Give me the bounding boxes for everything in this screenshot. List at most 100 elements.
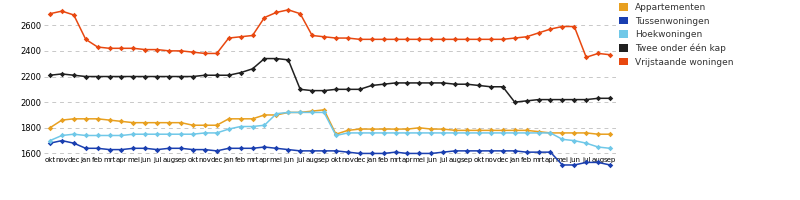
Tussenwoningen xyxy=(248,147,258,150)
Vrijstaande woningen xyxy=(558,25,567,28)
Appartementen xyxy=(236,118,246,120)
Hoekwoningen xyxy=(224,128,234,130)
Twee onder één kap xyxy=(390,82,400,84)
Appartementen xyxy=(81,118,90,120)
Hoekwoningen xyxy=(200,132,210,134)
Tussenwoningen xyxy=(510,150,519,152)
Appartementen xyxy=(260,114,270,116)
Twee onder één kap xyxy=(248,68,258,70)
Hoekwoningen xyxy=(522,132,531,134)
Appartementen xyxy=(141,121,150,124)
Appartementen xyxy=(153,121,162,124)
Appartementen xyxy=(510,129,519,132)
Vrijstaande woningen xyxy=(57,10,66,12)
Line: Twee onder één kap: Twee onder één kap xyxy=(48,57,612,104)
Tussenwoningen xyxy=(606,164,615,166)
Vrijstaande woningen xyxy=(224,37,234,39)
Appartementen xyxy=(594,133,603,135)
Appartementen xyxy=(295,111,305,114)
Vrijstaande woningen xyxy=(176,50,186,52)
Vrijstaande woningen xyxy=(426,38,436,41)
Twee onder één kap xyxy=(141,75,150,78)
Vrijstaande woningen xyxy=(379,38,389,41)
Appartementen xyxy=(402,128,412,130)
Hoekwoningen xyxy=(498,132,507,134)
Tussenwoningen xyxy=(141,147,150,150)
Vrijstaande woningen xyxy=(546,28,555,30)
Tussenwoningen xyxy=(153,148,162,151)
Line: Hoekwoningen: Hoekwoningen xyxy=(48,110,612,150)
Appartementen xyxy=(248,118,258,120)
Tussenwoningen xyxy=(295,150,305,152)
Vrijstaande woningen xyxy=(414,38,424,41)
Appartementen xyxy=(57,119,66,121)
Appartementen xyxy=(307,110,317,112)
Vrijstaande woningen xyxy=(141,48,150,51)
Twee onder één kap xyxy=(331,88,341,91)
Twee onder één kap xyxy=(606,97,615,100)
Twee onder één kap xyxy=(212,74,222,76)
Twee onder één kap xyxy=(474,84,484,87)
Twee onder één kap xyxy=(510,101,519,103)
Twee onder één kap xyxy=(367,84,377,87)
Appartementen xyxy=(462,129,472,132)
Hoekwoningen xyxy=(474,132,484,134)
Twee onder één kap xyxy=(498,86,507,88)
Appartementen xyxy=(45,127,54,129)
Vrijstaande woningen xyxy=(594,52,603,55)
Vrijstaande woningen xyxy=(450,38,460,41)
Appartementen xyxy=(355,128,365,130)
Vrijstaande woningen xyxy=(331,37,341,39)
Hoekwoningen xyxy=(57,134,66,137)
Vrijstaande woningen xyxy=(498,38,507,41)
Tussenwoningen xyxy=(355,152,365,155)
Twee onder één kap xyxy=(355,88,365,91)
Tussenwoningen xyxy=(307,150,317,152)
Twee onder één kap xyxy=(414,82,424,84)
Vrijstaande woningen xyxy=(212,52,222,55)
Tussenwoningen xyxy=(45,142,54,144)
Appartementen xyxy=(224,118,234,120)
Vrijstaande woningen xyxy=(129,47,138,50)
Hoekwoningen xyxy=(343,132,353,134)
Tussenwoningen xyxy=(402,152,412,155)
Hoekwoningen xyxy=(45,139,54,142)
Vrijstaande woningen xyxy=(283,9,293,11)
Vrijstaande woningen xyxy=(474,38,484,41)
Tussenwoningen xyxy=(176,147,186,150)
Twee onder één kap xyxy=(176,75,186,78)
Line: Appartementen: Appartementen xyxy=(48,108,612,136)
Hoekwoningen xyxy=(271,112,281,115)
Tussenwoningen xyxy=(331,150,341,152)
Hoekwoningen xyxy=(81,134,90,137)
Twee onder één kap xyxy=(534,98,543,101)
Appartementen xyxy=(212,124,222,126)
Tussenwoningen xyxy=(105,148,114,151)
Appartementen xyxy=(379,128,389,130)
Hoekwoningen xyxy=(176,133,186,135)
Appartementen xyxy=(283,111,293,114)
Appartementen xyxy=(522,129,531,132)
Vrijstaande woningen xyxy=(260,16,270,19)
Appartementen xyxy=(105,119,114,121)
Tussenwoningen xyxy=(390,151,400,153)
Twee onder één kap xyxy=(153,75,162,78)
Tussenwoningen xyxy=(271,147,281,150)
Appartementen xyxy=(117,120,126,123)
Twee onder één kap xyxy=(546,98,555,101)
Twee onder één kap xyxy=(57,73,66,75)
Vrijstaande woningen xyxy=(295,12,305,15)
Appartementen xyxy=(200,124,210,126)
Appartementen xyxy=(271,114,281,116)
Appartementen xyxy=(426,128,436,130)
Tussenwoningen xyxy=(379,152,389,155)
Tussenwoningen xyxy=(69,142,78,144)
Hoekwoningen xyxy=(450,132,460,134)
Hoekwoningen xyxy=(69,133,78,135)
Twee onder één kap xyxy=(570,98,579,101)
Appartementen xyxy=(69,118,78,120)
Tussenwoningen xyxy=(462,150,472,152)
Twee onder één kap xyxy=(594,97,603,100)
Vrijstaande woningen xyxy=(486,38,496,41)
Hoekwoningen xyxy=(248,125,258,128)
